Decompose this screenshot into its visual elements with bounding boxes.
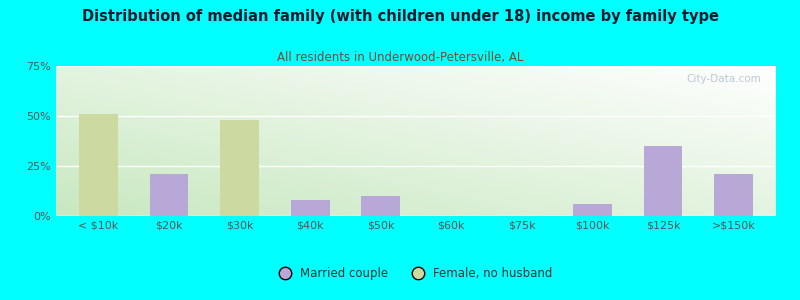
Bar (362, 196, 400, 216)
Bar (79, 114, 118, 216)
Bar (714, 174, 753, 216)
Bar (644, 146, 682, 216)
Text: All residents in Underwood-Petersville, AL: All residents in Underwood-Petersville, … (277, 51, 523, 64)
Legend: Married couple, Female, no husband: Married couple, Female, no husband (274, 263, 558, 285)
Bar (290, 200, 330, 216)
Bar (573, 204, 612, 216)
Text: Distribution of median family (with children under 18) income by family type: Distribution of median family (with chil… (82, 9, 718, 24)
Text: City-Data.com: City-Data.com (687, 74, 762, 83)
Bar (150, 174, 188, 216)
Bar (220, 120, 259, 216)
